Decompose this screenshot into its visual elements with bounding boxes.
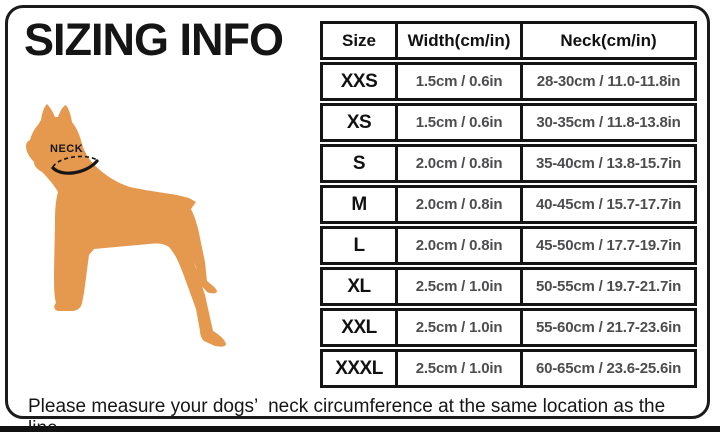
- table-row: M 2.0cm / 0.8in 40-45cm / 15.7-17.7in: [320, 185, 697, 224]
- collar-line-dashed: [52, 155, 98, 168]
- width-cell: 2.0cm / 0.8in: [395, 188, 520, 221]
- width-cell: 2.0cm / 0.8in: [395, 147, 520, 180]
- neck-cell: 28-30cm / 11.0-11.8in: [520, 65, 694, 98]
- table-row: XS 1.5cm / 0.6in 30-35cm / 11.8-13.8in: [320, 103, 697, 142]
- panel-rounded-border: [5, 5, 710, 419]
- size-cell: S: [352, 152, 366, 174]
- neck-cell: 35-40cm / 13.8-15.7in: [520, 147, 694, 180]
- collar-line-solid: [51, 159, 99, 175]
- width-cell: 2.5cm / 1.0in: [395, 270, 520, 303]
- table-header-row: Size Width(cm/in) Neck(cm/in): [320, 21, 697, 60]
- neck-cell: 40-45cm / 15.7-17.7in: [520, 188, 694, 221]
- measurement-note: Please measure your dogs’ neck circumfer…: [28, 396, 671, 432]
- width-cell: 2.0cm / 0.8in: [395, 229, 520, 262]
- neck-label: NECK: [50, 143, 83, 155]
- header-width: Width(cm/in): [395, 24, 520, 57]
- table-row: XL 2.5cm / 1.0in 50-55cm / 19.7-21.7in: [320, 267, 697, 306]
- table-row: XXS 1.5cm / 0.6in 28-30cm / 11.0-11.8in: [320, 62, 697, 101]
- neck-cell: 50-55cm / 19.7-21.7in: [520, 270, 694, 303]
- width-cell: 2.5cm / 1.0in: [395, 352, 520, 385]
- header-neck: Neck(cm/in): [520, 24, 694, 57]
- bottom-divider-bar: [0, 426, 720, 432]
- size-cell: XXXL: [335, 357, 383, 379]
- size-cell: XXS: [340, 70, 378, 92]
- dog-silhouette: [26, 104, 226, 347]
- width-cell: 2.5cm / 1.0in: [395, 311, 520, 344]
- header-size: Size: [341, 30, 377, 50]
- sizing-table: Size Width(cm/in) Neck(cm/in) XXS 1.5cm …: [320, 21, 697, 388]
- table-row: XXL 2.5cm / 1.0in 55-60cm / 21.7-23.6in: [320, 308, 697, 347]
- page-title: SIZING INFO: [24, 14, 284, 65]
- neck-cell: 30-35cm / 11.8-13.8in: [520, 106, 694, 139]
- table-row: S 2.0cm / 0.8in 35-40cm / 13.8-15.7in: [320, 144, 697, 183]
- table-row: XXXL 2.5cm / 1.0in 60-65cm / 23.6-25.6in: [320, 349, 697, 388]
- size-cell: XS: [346, 111, 372, 133]
- width-cell: 1.5cm / 0.6in: [395, 106, 520, 139]
- neck-cell: 55-60cm / 21.7-23.6in: [520, 311, 694, 344]
- size-cell: M: [351, 193, 367, 215]
- size-cell: XXL: [341, 316, 377, 338]
- neck-cell: 60-65cm / 23.6-25.6in: [520, 352, 694, 385]
- table-row: L 2.0cm / 0.8in 45-50cm / 17.7-19.7in: [320, 226, 697, 265]
- dog-illustration: NECK: [10, 95, 250, 365]
- neck-cell: 45-50cm / 17.7-19.7in: [520, 229, 694, 262]
- size-cell: XL: [347, 275, 371, 297]
- size-cell: L: [353, 234, 365, 256]
- width-cell: 1.5cm / 0.6in: [395, 65, 520, 98]
